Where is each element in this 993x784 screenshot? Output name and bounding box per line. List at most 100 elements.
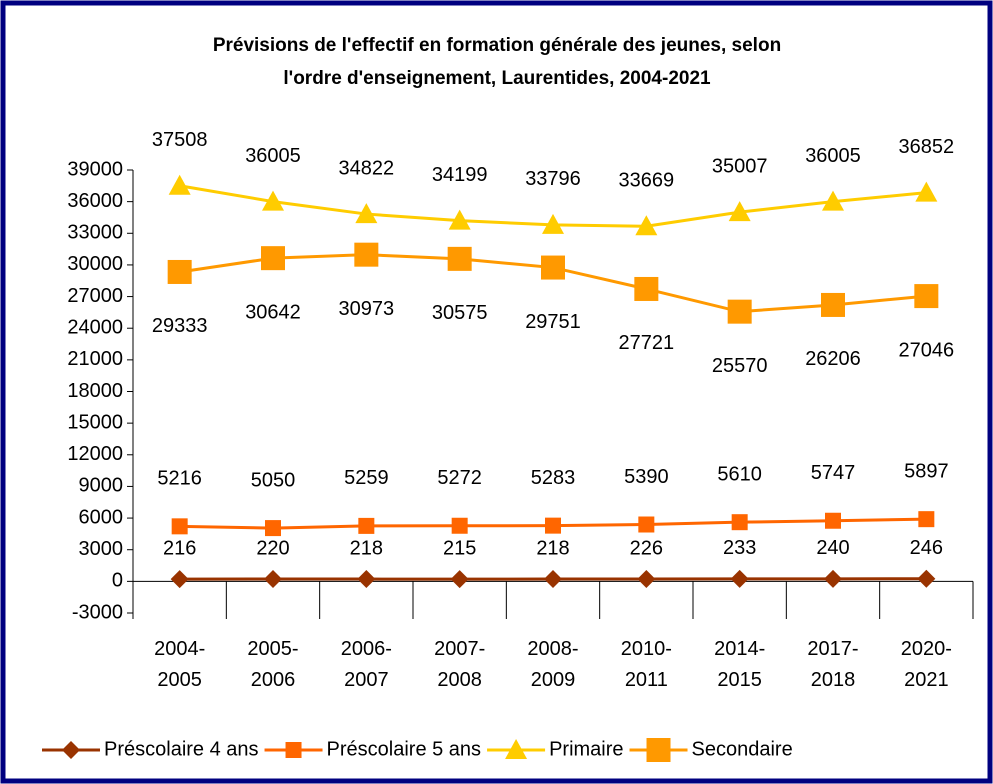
y-tick-label: 36000 bbox=[67, 190, 123, 212]
point bbox=[822, 190, 844, 211]
data-label: 218 bbox=[536, 537, 569, 559]
data-label: 5283 bbox=[531, 467, 576, 489]
data-label: 33796 bbox=[525, 168, 581, 190]
y-tick-label: -3000 bbox=[72, 601, 123, 623]
data-label: 29751 bbox=[525, 311, 581, 333]
x-tick-label: 2006-2007 bbox=[340, 638, 392, 691]
data-label: 5390 bbox=[624, 466, 669, 488]
point bbox=[914, 284, 939, 309]
legend-label: Préscolaire 5 ans bbox=[327, 738, 482, 760]
x-tick-label: 2020-2021 bbox=[900, 638, 952, 691]
data-label: 240 bbox=[816, 537, 849, 559]
x-tick-label: 2008-2009 bbox=[527, 638, 579, 691]
data-label: 27046 bbox=[899, 339, 955, 361]
point bbox=[448, 209, 471, 230]
y-tick-label: 0 bbox=[112, 570, 123, 592]
data-label: 5897 bbox=[904, 460, 949, 482]
y-tick-label: 9000 bbox=[79, 475, 124, 497]
data-label: 246 bbox=[910, 537, 943, 559]
point bbox=[264, 570, 282, 589]
data-label: 5747 bbox=[811, 462, 856, 484]
data-label: 5216 bbox=[157, 468, 202, 490]
data-label: 5259 bbox=[344, 467, 389, 489]
legend-marker bbox=[646, 738, 671, 762]
point bbox=[545, 517, 561, 534]
point bbox=[261, 246, 285, 271]
point bbox=[915, 181, 938, 202]
data-label: 216 bbox=[163, 537, 196, 559]
point bbox=[541, 255, 565, 280]
legend-label: Préscolaire 4 ans bbox=[104, 738, 259, 760]
point bbox=[265, 520, 281, 537]
data-label: 34822 bbox=[339, 157, 395, 179]
y-tick-label: 15000 bbox=[67, 411, 123, 433]
y-tick-label: 6000 bbox=[79, 506, 124, 528]
data-label: 220 bbox=[256, 537, 289, 559]
point bbox=[451, 517, 468, 534]
point bbox=[358, 517, 375, 534]
point bbox=[450, 570, 469, 589]
data-label: 30642 bbox=[245, 301, 301, 323]
data-label: 36005 bbox=[805, 145, 861, 167]
point bbox=[918, 511, 935, 528]
y-tick-label: 33000 bbox=[67, 222, 123, 244]
x-tick-label: 2017-2018 bbox=[807, 638, 859, 691]
data-label: 34199 bbox=[432, 164, 488, 186]
point bbox=[170, 570, 189, 589]
chart-title: Prévisions de l'effectif en formation gé… bbox=[213, 35, 781, 56]
x-tick-label: 2010-2011 bbox=[620, 638, 672, 691]
data-label: 226 bbox=[630, 537, 663, 559]
x-tick-label: 2014-2015 bbox=[714, 638, 766, 691]
point bbox=[917, 569, 936, 588]
point bbox=[447, 246, 472, 271]
data-label: 30575 bbox=[432, 302, 488, 324]
y-tick-label: 18000 bbox=[67, 380, 123, 402]
legend-marker bbox=[505, 739, 528, 759]
x-tick-label: 2004-2005 bbox=[154, 638, 206, 691]
data-label: 25570 bbox=[712, 355, 768, 377]
y-tick-label: 39000 bbox=[67, 158, 123, 180]
data-label: 36005 bbox=[245, 145, 301, 167]
y-tick-label: 12000 bbox=[67, 443, 123, 465]
data-label: 30973 bbox=[339, 298, 395, 320]
point bbox=[824, 569, 842, 588]
y-tick-label: 3000 bbox=[79, 538, 124, 560]
y-tick-label: 30000 bbox=[67, 253, 123, 275]
point bbox=[637, 569, 656, 588]
data-label: 33669 bbox=[619, 170, 675, 192]
point bbox=[731, 514, 748, 531]
point bbox=[544, 570, 562, 589]
data-label: 5610 bbox=[717, 463, 762, 485]
point bbox=[171, 518, 188, 535]
point bbox=[354, 242, 379, 267]
data-label: 36852 bbox=[899, 136, 955, 158]
chart-title: l'ordre d'enseignement, Laurentides, 200… bbox=[283, 68, 711, 89]
legend-marker bbox=[62, 741, 80, 759]
data-label: 233 bbox=[723, 537, 756, 559]
y-tick-label: 21000 bbox=[67, 348, 123, 370]
point bbox=[727, 299, 752, 324]
legend-marker bbox=[285, 742, 302, 758]
point bbox=[357, 570, 376, 589]
data-label: 27721 bbox=[619, 332, 675, 354]
data-label: 5050 bbox=[251, 469, 296, 491]
data-label: 37508 bbox=[152, 129, 208, 151]
point bbox=[638, 516, 655, 533]
legend-label: Secondaire bbox=[692, 738, 793, 760]
data-label: 26206 bbox=[805, 348, 861, 370]
data-label: 5272 bbox=[437, 467, 482, 489]
data-label: 35007 bbox=[712, 155, 768, 177]
point bbox=[728, 201, 751, 222]
point bbox=[542, 213, 564, 234]
point bbox=[355, 203, 378, 224]
point bbox=[825, 512, 841, 529]
y-tick-label: 24000 bbox=[67, 316, 123, 338]
point bbox=[821, 292, 845, 317]
x-tick-label: 2005-2006 bbox=[247, 638, 299, 691]
data-label: 215 bbox=[443, 537, 476, 559]
point bbox=[262, 190, 284, 211]
point bbox=[635, 215, 658, 236]
